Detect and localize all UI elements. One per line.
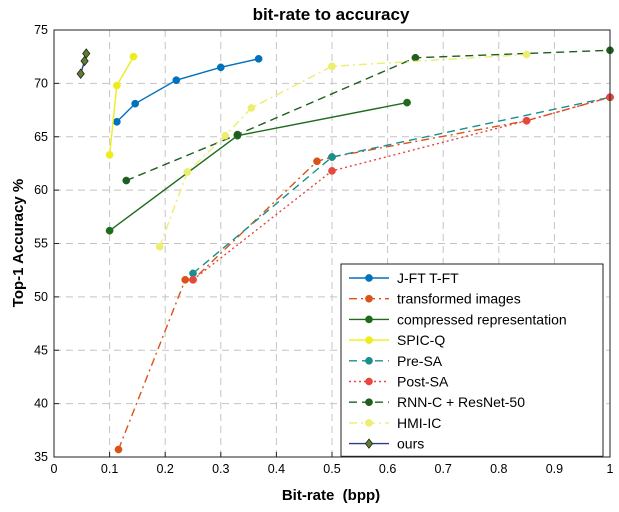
data-point	[522, 50, 531, 59]
x-axis-label: Bit-rate (bpp)	[282, 487, 380, 504]
data-point	[112, 117, 121, 126]
series-line	[108, 56, 135, 155]
data-point	[254, 54, 263, 63]
legend-entry: transformed images	[349, 291, 521, 307]
series-post-sa	[189, 93, 614, 284]
legend-label: transformed images	[397, 291, 521, 307]
legend-label: J-FT T-FT	[397, 270, 459, 286]
series-line	[116, 58, 259, 123]
data-point	[411, 53, 420, 62]
y-tick-label: 40	[34, 397, 48, 411]
series-line	[109, 101, 408, 232]
data-point	[112, 81, 121, 90]
series-line	[158, 53, 527, 247]
x-tick-label: 0.5	[323, 462, 340, 476]
y-axis-ticks: 35 40 45 50 55 60 65 70 75	[34, 23, 59, 464]
x-tick-label: 0.3	[212, 462, 229, 476]
series-line	[192, 96, 611, 274]
data-point	[189, 275, 197, 284]
plot-area	[76, 46, 614, 454]
legend-label: ours	[397, 436, 424, 452]
legend-label: RNN-C + ResNet-50	[397, 394, 525, 410]
grid	[54, 30, 610, 457]
data-point	[403, 98, 411, 107]
legend-entry: RNN-C + ResNet-50	[349, 394, 525, 410]
legend-label: SPIC-Q	[397, 332, 445, 348]
data-point	[131, 99, 140, 108]
data-point	[221, 131, 230, 140]
y-tick-label: 75	[34, 23, 48, 37]
x-tick-label: 0.6	[379, 462, 396, 476]
series-line	[192, 96, 611, 281]
legend-label: HMI-IC	[397, 415, 441, 431]
x-tick-label: 0.7	[435, 462, 452, 476]
data-point	[328, 167, 336, 175]
data-point	[181, 275, 190, 284]
data-point	[76, 68, 85, 80]
data-point	[328, 153, 336, 161]
x-tick-label: 0	[51, 462, 58, 476]
data-point	[114, 445, 123, 454]
legend-entry: J-FT T-FT	[349, 270, 459, 286]
legend: J-FT T-FT transformed images compressed re…	[340, 263, 604, 457]
x-tick-label: 0.2	[157, 462, 174, 476]
y-tick-label: 55	[34, 237, 48, 251]
series-ours	[76, 48, 91, 80]
legend-entry: ours	[349, 436, 424, 452]
series-hmi-ic	[155, 50, 531, 251]
x-tick-label: 0.1	[101, 462, 118, 476]
legend-label: Pre-SA	[397, 353, 443, 369]
legend-entry: SPIC-Q	[349, 332, 445, 348]
legend-box	[340, 263, 604, 457]
data-point	[82, 48, 91, 59]
x-tick-label: 0.9	[546, 462, 563, 476]
data-point	[172, 76, 181, 85]
data-point	[189, 269, 197, 278]
data-point	[313, 157, 321, 166]
chart-title: bit-rate to accuracy	[253, 5, 410, 24]
y-tick-label: 60	[34, 183, 48, 197]
data-point	[105, 226, 114, 235]
data-point	[522, 116, 531, 125]
legend-label: Post-SA	[397, 374, 449, 390]
data-point	[233, 130, 242, 139]
series-spic-q	[105, 52, 138, 159]
data-point	[122, 176, 131, 185]
data-point	[247, 104, 256, 112]
data-point	[155, 242, 164, 251]
legend-label: compressed representation	[397, 311, 567, 327]
series-compressed-representation	[105, 98, 411, 235]
series-j-ft-t-ft	[112, 54, 263, 126]
series-pre-sa	[189, 93, 614, 278]
y-tick-label: 45	[34, 343, 48, 357]
x-tick-label: 1	[607, 462, 614, 476]
data-point	[105, 151, 114, 159]
y-axis-label: Top-1 Accuracy %	[10, 179, 27, 307]
data-point	[328, 62, 336, 71]
legend-entry: Pre-SA	[349, 353, 443, 369]
legend-entry: HMI-IC	[349, 415, 441, 431]
y-tick-label: 65	[34, 130, 48, 144]
data-point	[216, 63, 225, 72]
y-tick-label: 50	[34, 290, 48, 304]
data-point	[183, 168, 192, 176]
data-point	[80, 55, 89, 67]
series-rnn-c-resnet-50	[122, 46, 614, 185]
y-tick-label: 35	[34, 450, 48, 464]
y-tick-label: 70	[34, 76, 48, 90]
x-tick-label: 0.4	[268, 462, 285, 476]
legend-entry: compressed representation	[349, 311, 567, 327]
x-tick-label: 0.8	[490, 462, 507, 476]
legend-entry: Post-SA	[349, 374, 449, 390]
data-point	[129, 52, 138, 61]
